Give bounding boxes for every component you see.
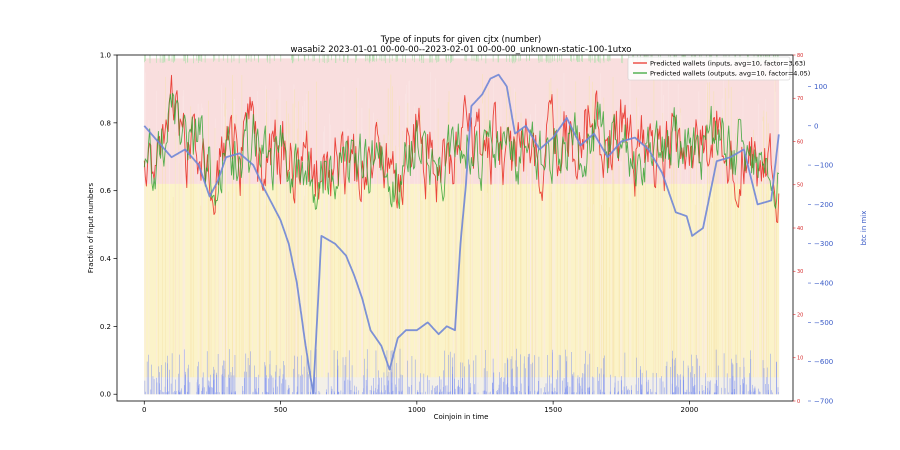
legend-entry-inputs: Predicted wallets (inputs, avg=10, facto… — [650, 60, 806, 68]
y-right-wallet-tick-label: 60 — [797, 139, 803, 145]
x-axis-label: Coinjoin in time — [434, 413, 489, 421]
y-right-btc-tick-label: −400 — [814, 280, 833, 288]
y-right-wallet-tick-label: 0 — [797, 399, 800, 405]
x-tick-label: 1000 — [408, 406, 426, 414]
y-right-btc-tick-label: −600 — [814, 358, 833, 366]
y-right-btc-tick-label: −200 — [814, 201, 833, 209]
y-right-btc-tick-label: 0 — [814, 122, 818, 130]
chart-title: Type of inputs for given cjtx (number) — [380, 35, 542, 45]
y-right-wallet-tick-label: 30 — [797, 269, 803, 275]
fraction-bottom-spikes — [144, 348, 779, 395]
y-tick-label: 0.6 — [100, 187, 112, 195]
y-axis-right-label: btc in mix — [860, 211, 868, 246]
y-right-wallet-tick-label: 40 — [797, 226, 803, 232]
fraction-band-base — [144, 377, 780, 395]
y-right-wallet-tick-label: 50 — [797, 183, 803, 189]
y-tick-label: 1.0 — [100, 52, 111, 60]
chart-subtitle: wasabi2 2023-01-01 00-00-00--2023-02-01 … — [291, 45, 632, 55]
y-right-btc-tick-label: 100 — [814, 83, 827, 91]
x-tick-label: 1500 — [544, 406, 562, 414]
x-tick-label: 0 — [142, 406, 146, 414]
y-right-btc-tick-label: −100 — [814, 162, 833, 170]
y-tick-label: 0.0 — [100, 391, 111, 399]
series-line-inputs — [143, 74, 780, 223]
y-axis-label: Fraction of input numbers — [87, 182, 95, 273]
y-right-btc-tick-label: −300 — [814, 240, 833, 248]
x-tick-label: 500 — [274, 406, 287, 414]
legend-box — [627, 56, 791, 81]
legend-entry-outputs: Predicted wallets (outputs, avg=10, fact… — [650, 70, 810, 78]
axes: 0 500 1000 1500 20000.00.20.40.60.81.0010203… — [100, 52, 833, 415]
series-line-outputs — [143, 92, 780, 210]
y-right-wallet-tick-label: 20 — [797, 312, 803, 318]
y-tick-label: 0.8 — [100, 119, 111, 127]
plot-area — [143, 55, 780, 395]
series-line-btc-in-mix — [143, 73, 780, 394]
y-right-btc-tick-label: −500 — [814, 319, 833, 327]
x-tick-label: 2000 — [681, 406, 699, 414]
y-right-wallet-tick-label: 70 — [797, 96, 803, 102]
y-tick-label: 0.2 — [100, 323, 111, 331]
legend: Predicted wallets (inputs, avg=10, facto… — [627, 56, 810, 81]
y-right-btc-tick-label: −700 — [814, 398, 833, 406]
y-right-wallet-tick-label: 80 — [797, 53, 803, 59]
y-tick-label: 0.4 — [100, 255, 112, 263]
y-right-wallet-tick-label: 10 — [797, 356, 803, 362]
